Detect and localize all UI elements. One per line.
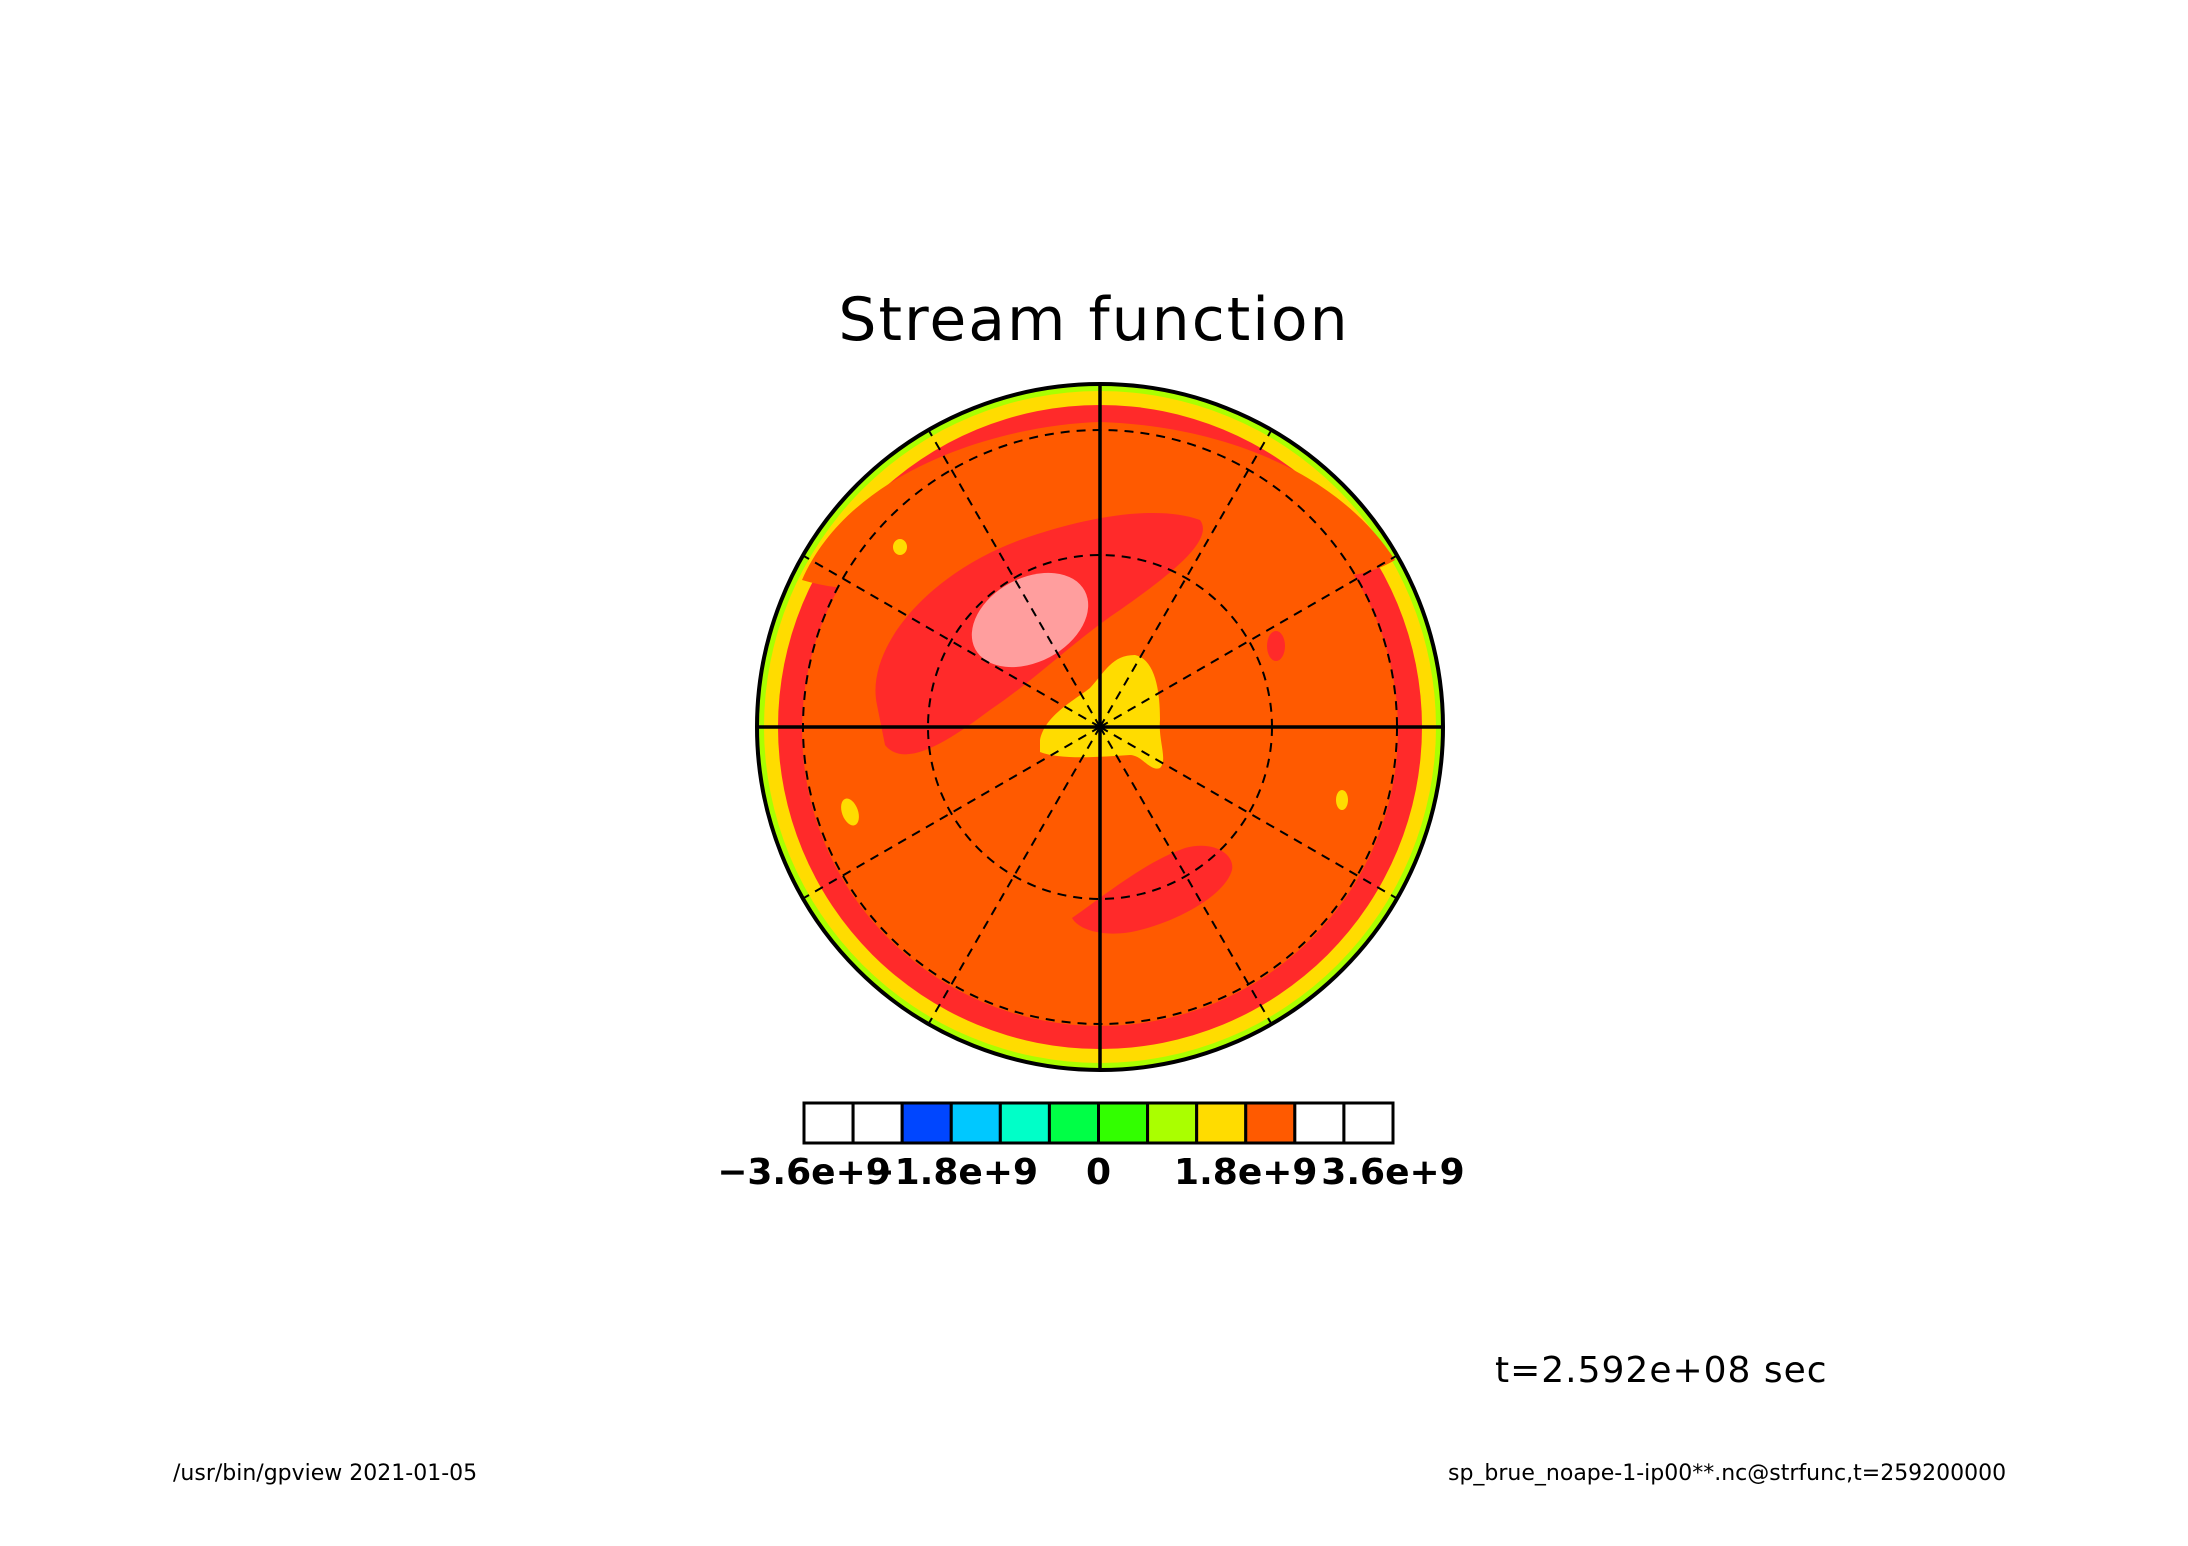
colorbar-swatch-3 bbox=[949, 1101, 1002, 1145]
axis-lines bbox=[757, 384, 1443, 1070]
colorbar-swatch-6 bbox=[1097, 1101, 1150, 1145]
colorbar-tick-label-4: 3.6e+9 bbox=[1321, 1152, 1465, 1193]
colorbar bbox=[802, 1101, 1395, 1145]
colorbar-tick-label-1: −1.8e+9 bbox=[864, 1152, 1039, 1193]
yellow-spot-upper-left bbox=[893, 539, 907, 555]
colorbar-swatch-10 bbox=[1293, 1101, 1346, 1145]
colorbar-swatch-0 bbox=[802, 1101, 855, 1145]
colorbar-swatch-7 bbox=[1146, 1101, 1199, 1145]
colorbar-swatch-5 bbox=[1047, 1101, 1100, 1145]
colorbar-swatch-4 bbox=[998, 1101, 1051, 1145]
colorbar-swatch-9 bbox=[1244, 1101, 1297, 1145]
colorbar-tick-label-2: 0 bbox=[1085, 1152, 1112, 1193]
colorbar-swatch-8 bbox=[1195, 1101, 1248, 1145]
high-pink-core bbox=[971, 572, 1089, 668]
yellow-spot-lower-left bbox=[841, 798, 859, 826]
footer-program-date: /usr/bin/gpview 2021-01-05 bbox=[173, 1461, 478, 1486]
colorbar-tick-label-0: −3.6e+9 bbox=[717, 1152, 891, 1193]
lower-red-region bbox=[1072, 845, 1233, 934]
chart-title: Stream function bbox=[838, 285, 1350, 355]
colorbar-tick-label-3: 1.8e+9 bbox=[1174, 1152, 1318, 1193]
right-red-spot bbox=[1267, 631, 1285, 661]
map-border bbox=[755, 382, 1445, 1072]
colorbar-swatch-2 bbox=[900, 1101, 953, 1145]
time-label: t=2.592e+08 sec bbox=[1495, 1350, 1828, 1391]
colorbar-swatch-1 bbox=[851, 1101, 904, 1145]
colorbar-swatch-11 bbox=[1342, 1101, 1395, 1145]
yellow-spot-right bbox=[1336, 790, 1348, 810]
footer-data-source: sp_brue_noape-1-ip00**.nc@strfunc,t=2592… bbox=[1448, 1461, 2007, 1486]
